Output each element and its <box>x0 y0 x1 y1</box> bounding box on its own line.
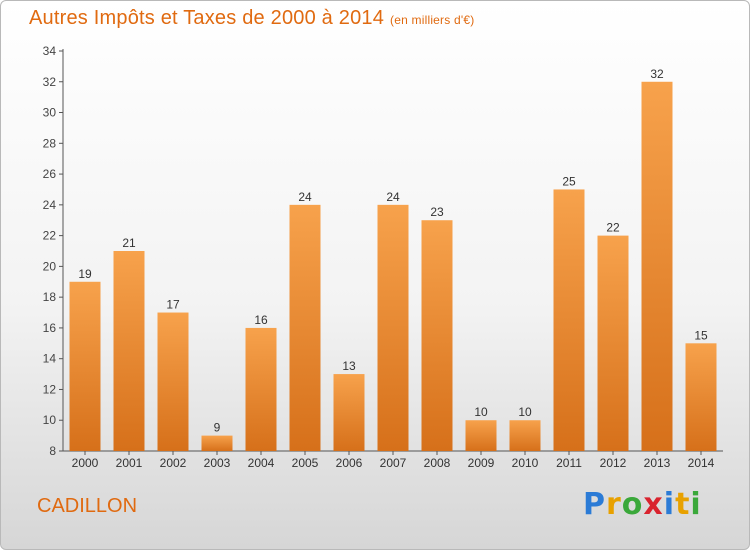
logo-letter: i <box>690 487 702 522</box>
y-tick-label: 18 <box>43 290 57 304</box>
logo-letter: r <box>606 487 622 522</box>
data-label: 24 <box>298 190 312 204</box>
logo-letter: i <box>663 487 676 522</box>
location-label: CADILLON <box>37 495 138 517</box>
bar <box>465 420 497 451</box>
y-tick-label: 16 <box>43 321 57 335</box>
bar <box>685 343 717 451</box>
y-tick-label: 8 <box>49 444 56 458</box>
x-tick-label: 2013 <box>644 456 671 470</box>
data-label: 16 <box>254 313 268 327</box>
bar <box>113 251 145 451</box>
y-tick-label: 14 <box>43 352 57 366</box>
x-tick-label: 2004 <box>248 456 275 470</box>
y-tick-label: 24 <box>43 198 57 212</box>
data-label: 19 <box>78 267 92 281</box>
data-label: 17 <box>166 298 180 312</box>
data-label: 24 <box>386 190 400 204</box>
x-tick-label: 2008 <box>424 456 451 470</box>
x-tick-label: 2010 <box>512 456 539 470</box>
bar <box>553 189 585 451</box>
chart-title: Autres Impôts et Taxes de 2000 à 2014 (en… <box>29 7 474 30</box>
y-tick-label: 22 <box>43 229 57 243</box>
data-label: 13 <box>342 359 356 373</box>
x-tick-label: 2003 <box>204 456 231 470</box>
data-label: 10 <box>474 405 488 419</box>
bar <box>641 81 673 452</box>
bar <box>245 327 277 451</box>
x-tick-label: 2006 <box>336 456 363 470</box>
x-tick-label: 2009 <box>468 456 495 470</box>
bar <box>333 374 365 451</box>
bar <box>69 281 101 451</box>
data-label: 10 <box>518 405 532 419</box>
proxiti-logo: Proxiti <box>583 487 702 522</box>
data-label: 23 <box>430 205 444 219</box>
data-label: 32 <box>650 67 664 81</box>
bar <box>377 204 409 451</box>
y-tick-label: 28 <box>43 136 57 150</box>
data-label: 22 <box>606 221 620 235</box>
y-tick-label: 30 <box>43 106 57 120</box>
logo-letter: t <box>675 487 691 522</box>
x-tick-label: 2005 <box>292 456 319 470</box>
logo-letter: x <box>643 487 664 522</box>
x-tick-label: 2001 <box>116 456 143 470</box>
data-label: 25 <box>562 174 576 188</box>
x-tick-label: 2000 <box>72 456 99 470</box>
y-tick-label: 32 <box>43 75 57 89</box>
y-tick-label: 10 <box>43 413 57 427</box>
y-tick-label: 12 <box>43 382 57 396</box>
bar <box>509 420 541 451</box>
bar <box>289 204 321 451</box>
y-tick-label: 20 <box>43 259 57 273</box>
logo-letter: P <box>583 487 606 522</box>
data-label: 9 <box>214 421 221 435</box>
bar <box>157 312 189 451</box>
bar <box>201 435 233 451</box>
y-tick-label: 26 <box>43 167 57 181</box>
logo-letter: o <box>621 487 644 522</box>
data-label: 15 <box>694 328 708 342</box>
x-tick-label: 2014 <box>688 456 715 470</box>
y-tick-label: 34 <box>43 44 57 58</box>
bar <box>597 235 629 451</box>
x-tick-label: 2002 <box>160 456 187 470</box>
x-tick-label: 2011 <box>556 456 582 470</box>
data-label: 21 <box>122 236 136 250</box>
chart-title-unit: (en milliers d'€) <box>390 13 475 27</box>
chart-title-text: Autres Impôts et Taxes de 2000 à 2014 <box>29 7 385 29</box>
x-tick-label: 2012 <box>600 456 627 470</box>
x-tick-label: 2007 <box>380 456 407 470</box>
bar <box>421 220 453 451</box>
